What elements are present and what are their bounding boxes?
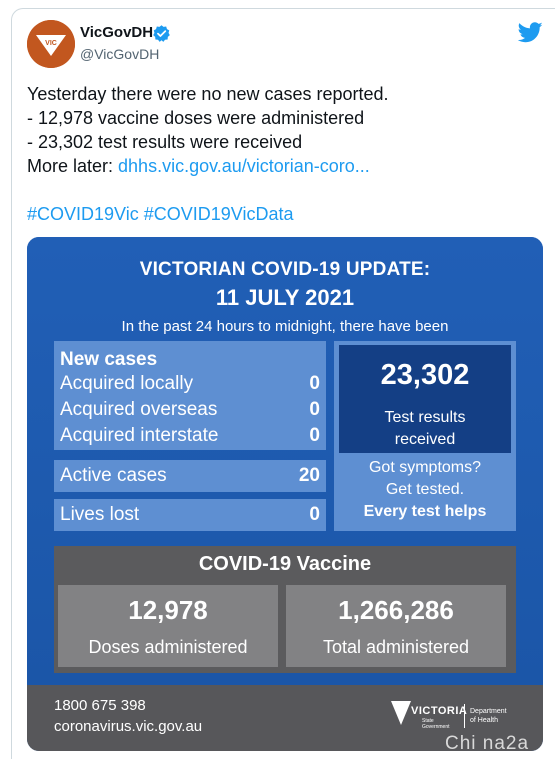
- tests-label: Test results received: [339, 407, 511, 451]
- verified-badge-icon: [153, 25, 170, 42]
- watermark: Chi na2a: [445, 733, 530, 754]
- tests-label-line1: Test results: [384, 409, 466, 426]
- infographic-main: VICTORIAN COVID-19 UPDATE: 11 JULY 2021 …: [27, 237, 543, 685]
- footer-url: coronavirus.vic.gov.au: [54, 718, 203, 735]
- vaccine-title: COVID-19 Vaccine: [198, 553, 372, 575]
- row-value: 0: [309, 399, 320, 420]
- row-value: 0: [309, 373, 320, 394]
- row-label: Acquired interstate: [60, 425, 219, 446]
- lives-lost-panel: Lives lost 0: [54, 499, 326, 531]
- lives-lost-value: 0: [309, 504, 320, 525]
- logo-sub2: Government: [422, 724, 450, 730]
- tweet-line: - 12,978 vaccine doses were administered: [27, 108, 365, 128]
- doses-value: 12,978: [128, 595, 208, 625]
- lives-lost-label: Lives lost: [60, 504, 140, 525]
- total-label: Total administered: [322, 637, 470, 657]
- infographic-date: 11 JULY 2021: [215, 285, 355, 310]
- victoria-triangle-icon: [391, 701, 411, 725]
- infographic-image[interactable]: VICTORIAN COVID-19 UPDATE: 11 JULY 2021 …: [27, 237, 543, 751]
- new-cases-panel: New cases Acquired locally 0 Acquired ov…: [54, 341, 326, 450]
- active-cases-label: Active cases: [60, 465, 167, 486]
- avatar[interactable]: VIC: [27, 20, 75, 68]
- hashtags: #COVID19Vic #COVID19VicData: [27, 202, 293, 226]
- new-cases-row: Acquired overseas 0: [60, 399, 320, 425]
- new-cases-row: Acquired interstate 0: [60, 425, 320, 451]
- row-value: 0: [309, 425, 320, 446]
- symptoms-line2: Get tested.: [385, 481, 465, 498]
- dept-line2: of Health: [470, 717, 499, 724]
- handle[interactable]: @VicGovDH: [80, 46, 160, 62]
- new-cases-heading: New cases: [60, 349, 158, 370]
- tweet-card[interactable]: [11, 8, 555, 759]
- footer-phone: 1800 675 398: [54, 697, 146, 714]
- row-label: Acquired locally: [60, 373, 194, 394]
- total-value: 1,266,286: [338, 595, 454, 625]
- tests-value: 23,302: [380, 359, 470, 391]
- tweet-more-line: More later: dhhs.vic.gov.au/victorian-co…: [27, 154, 537, 178]
- symptoms-message: Got symptoms? Get tested. Every test hel…: [334, 457, 516, 523]
- hashtag-covid19vicdata[interactable]: #COVID19VicData: [143, 204, 294, 224]
- more-prefix: More later:: [27, 156, 119, 176]
- display-name[interactable]: VicGovDH: [80, 24, 154, 41]
- active-cases-panel: Active cases 20: [54, 460, 326, 492]
- twitter-bird-icon[interactable]: [518, 22, 543, 43]
- department-name: Department of Health: [470, 707, 507, 725]
- tests-box: 23,302 Test results received: [339, 345, 511, 453]
- doses-box: 12,978 Doses administered: [58, 585, 278, 667]
- infographic-footer: 1800 675 398 coronavirus.vic.gov.au VICT…: [27, 685, 543, 751]
- symptoms-line1: Got symptoms?: [368, 459, 482, 476]
- total-box: 1,266,286 Total administered: [286, 585, 506, 667]
- symptoms-line3: Every test helps: [363, 503, 487, 520]
- tests-label-line2: received: [394, 431, 456, 448]
- doses-label: Doses administered: [88, 637, 248, 657]
- logo-state: State Government: [422, 718, 450, 730]
- avatar-text: VIC: [45, 40, 57, 47]
- logo-divider: [464, 704, 465, 728]
- dept-line1: Department: [470, 708, 507, 715]
- tweet-text: Yesterday there were no new cases report…: [27, 82, 537, 178]
- hashtag-covid19vic[interactable]: #COVID19Vic: [27, 204, 139, 224]
- row-label: Acquired overseas: [60, 399, 218, 420]
- tweet-line: Yesterday there were no new cases report…: [27, 84, 389, 104]
- logo-word: VICTORIA: [411, 705, 468, 717]
- infographic-subtitle: In the past 24 hours to midnight, there …: [121, 318, 449, 335]
- vic-logo-icon: VIC: [27, 20, 75, 68]
- tweet-line: - 23,302 test results were received: [27, 132, 303, 152]
- infographic-title: VICTORIAN COVID-19 UPDATE:: [139, 259, 431, 280]
- tweet-link[interactable]: dhhs.vic.gov.au/victorian-coro...: [118, 156, 370, 176]
- new-cases-row: Acquired locally 0: [60, 373, 320, 399]
- logo-sub1: State: [422, 718, 434, 724]
- active-cases-value: 20: [298, 465, 320, 486]
- vaccine-panel: COVID-19 Vaccine 12,978 Doses administer…: [54, 546, 516, 673]
